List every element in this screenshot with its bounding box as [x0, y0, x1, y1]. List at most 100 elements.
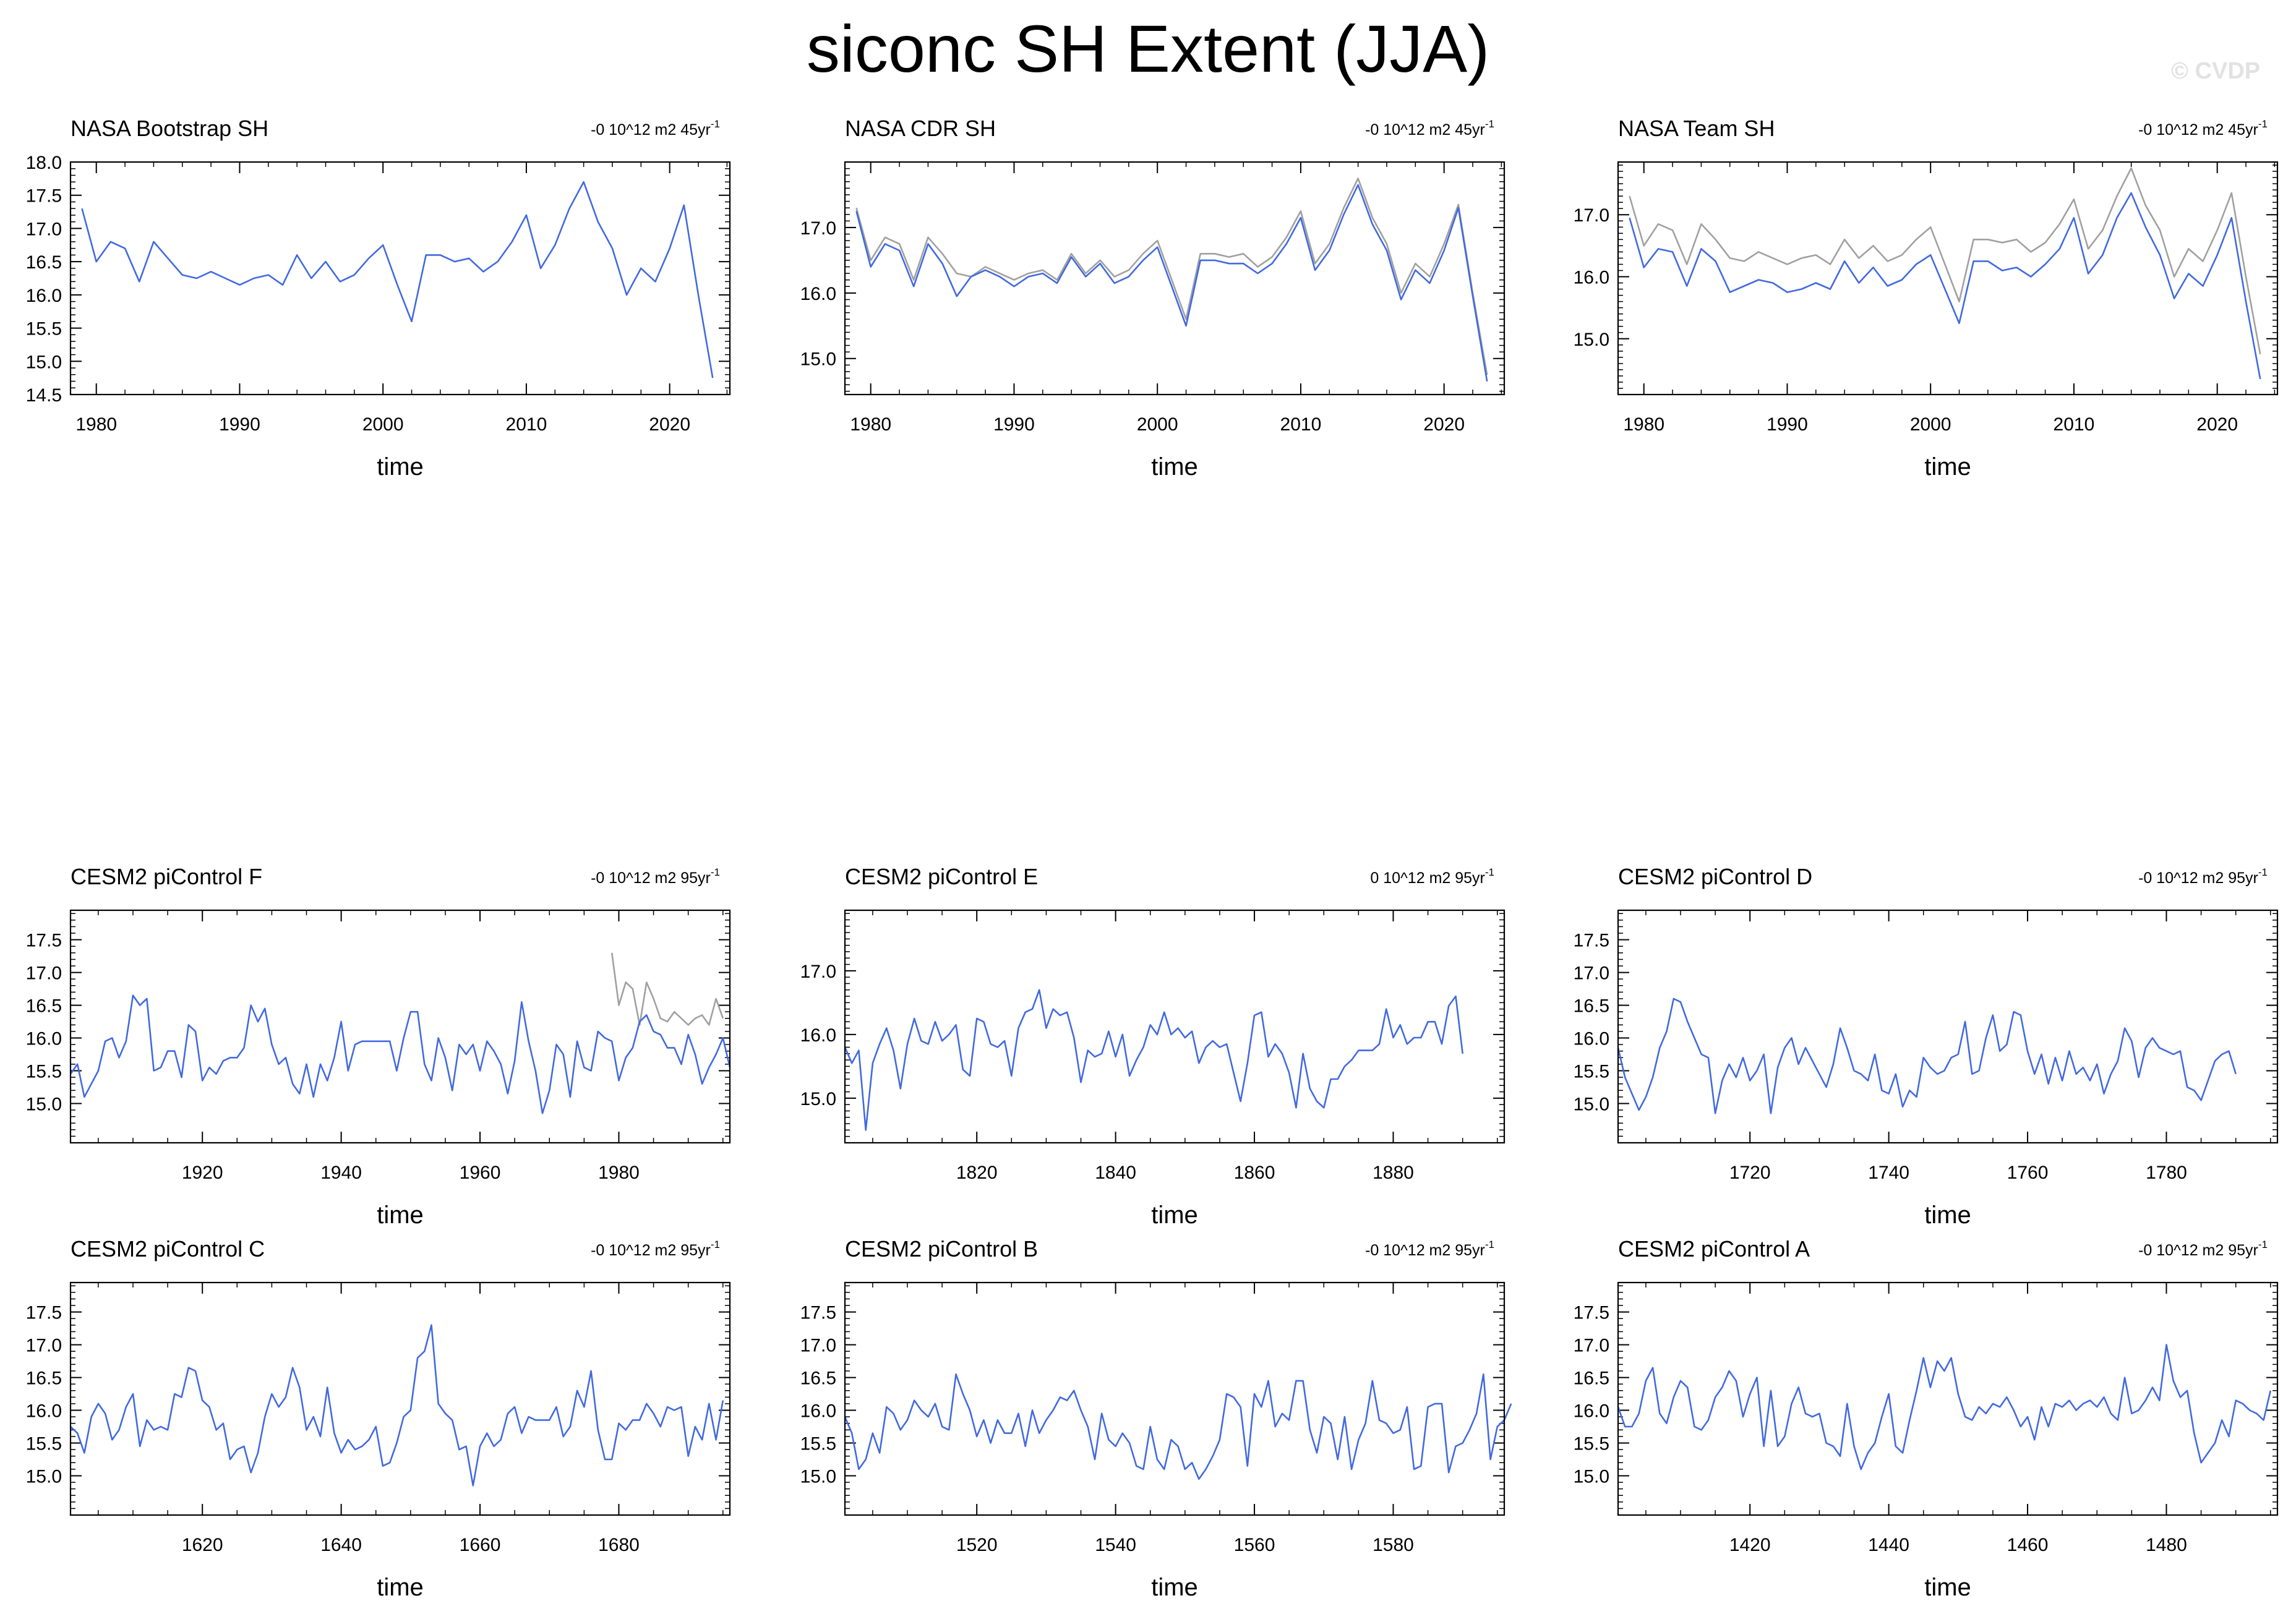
x-tick-label: 1460: [2007, 1535, 2049, 1555]
page-title: siconc SH Extent (JJA): [806, 11, 1490, 86]
y-tick-label: 17.0: [26, 1336, 62, 1356]
y-tick-label: 15.5: [800, 1433, 836, 1454]
chart-panel-8: 1520 1540 1560 1580 15.0 15.5 16.0 16.5 17.0 17.5…: [800, 1236, 1512, 1601]
y-tick-label: 17.0: [1574, 205, 1609, 226]
x-tick-label: 2010: [2054, 414, 2095, 435]
x-axis-label: time: [1924, 1202, 1971, 1229]
x-tick-label: 1580: [1373, 1535, 1414, 1555]
x-tick-label: 1740: [1868, 1163, 1909, 1183]
y-tick-label: 18.0: [26, 153, 62, 173]
y-tick-label: 16.0: [1574, 1401, 1609, 1422]
x-tick-label: 2020: [649, 414, 690, 435]
x-axis-label: time: [1924, 453, 1971, 480]
x-tick-label: 1990: [1767, 414, 1808, 435]
x-tick-label: 1540: [1095, 1535, 1136, 1555]
y-tick-label: 16.0: [26, 286, 62, 306]
x-tick-label: 2010: [1280, 414, 1322, 435]
x-axis-label: time: [377, 1202, 424, 1229]
series-line-1: [81, 181, 714, 378]
panel-title: CESM2 piControl B: [845, 1236, 1038, 1262]
y-tick-label: 16.5: [1574, 1368, 1609, 1389]
chart-panel-4: 1920 1940 1960 1980 15.0 15.5 16.0 16.5 17.0 17.5…: [26, 864, 731, 1229]
chart-panel-9: 1420 1440 1460 1480 15.0 15.5 16.0 16.5 17.0 17.5…: [1574, 1236, 2279, 1601]
x-tick-label: 1990: [993, 414, 1035, 435]
x-axis-label: time: [377, 453, 424, 480]
plot-frame: [1617, 161, 2279, 396]
x-tick-label: 1640: [320, 1535, 362, 1555]
x-tick-label: 1980: [1623, 414, 1664, 435]
y-tick-label: 17.0: [800, 218, 836, 239]
chart-panel-5: 1820 1840 1860 1880 15.0 16.0 17.0 CESM2 piCont…: [800, 864, 1506, 1229]
trend-exponent: -1: [2258, 1239, 2268, 1250]
trend-label: 0 10^12 m2 95yr-1: [1370, 866, 1494, 887]
y-tick-label: 15.5: [26, 319, 62, 339]
x-tick-label: 2010: [506, 414, 547, 435]
y-tick-label: 17.0: [800, 1336, 836, 1356]
y-tick-label: 17.0: [1574, 1336, 1609, 1356]
y-tick-label: 16.5: [26, 1368, 62, 1389]
x-tick-label: 2000: [362, 414, 404, 435]
panel-title: CESM2 piControl F: [71, 864, 262, 889]
x-axis-label: time: [1924, 1574, 1971, 1601]
y-tick-label: 15.0: [26, 1094, 62, 1114]
y-tick-label: 17.0: [26, 963, 62, 984]
panel-title: NASA Team SH: [1618, 116, 1775, 141]
y-tick-label: 14.5: [26, 385, 62, 406]
y-tick-label: 15.5: [1574, 1061, 1609, 1082]
x-axis-label: time: [377, 1574, 424, 1601]
trend-exponent: -1: [1485, 1239, 1494, 1250]
plot-frame: [1617, 909, 2279, 1144]
x-axis-label: time: [1151, 1202, 1198, 1229]
x-tick-label: 1940: [320, 1163, 362, 1183]
trend-label: -0 10^12 m2 95yr-1: [2138, 866, 2268, 887]
trend-exponent: -1: [1485, 118, 1494, 130]
x-tick-label: 1520: [956, 1535, 998, 1555]
x-tick-label: 1960: [460, 1163, 501, 1183]
series-line-1: [844, 989, 1463, 1131]
x-tick-label: 1720: [1729, 1163, 1771, 1183]
series-line-1: [1617, 1344, 2272, 1471]
x-tick-label: 1840: [1095, 1163, 1136, 1183]
series-line-1: [70, 1324, 724, 1487]
panel-title: NASA Bootstrap SH: [71, 116, 268, 141]
x-tick-label: 1420: [1729, 1535, 1771, 1555]
trend-label: -0 10^12 m2 95yr-1: [591, 866, 720, 887]
trend-label: -0 10^12 m2 95yr-1: [591, 1239, 720, 1259]
trend-label: -0 10^12 m2 95yr-1: [1365, 1239, 1494, 1259]
y-tick-label: 17.5: [26, 931, 62, 951]
y-tick-label: 17.5: [26, 186, 62, 207]
x-tick-label: 1680: [598, 1535, 640, 1555]
y-tick-label: 15.0: [800, 1089, 836, 1109]
y-tick-label: 17.0: [1574, 963, 1609, 984]
chart-panel-6: 1720 1740 1760 1780 15.0 15.5 16.0 16.5 17.0 17.5…: [1574, 864, 2279, 1229]
y-tick-label: 17.5: [1574, 931, 1609, 951]
series-line-2: [69, 994, 731, 1114]
x-tick-label: 1480: [2146, 1535, 2187, 1555]
panel-title: NASA CDR SH: [845, 116, 996, 141]
y-tick-label: 16.5: [26, 996, 62, 1017]
panel-title: CESM2 piControl A: [1618, 1236, 1810, 1262]
series-line-1: [855, 177, 1488, 375]
y-tick-label: 17.5: [1574, 1303, 1609, 1323]
trend-label: -0 10^12 m2 95yr-1: [2138, 1239, 2268, 1259]
x-tick-label: 1660: [460, 1535, 501, 1555]
y-tick-label: 15.0: [1574, 1094, 1609, 1114]
plot-frame: [69, 1281, 731, 1516]
y-tick-label: 15.5: [1574, 1433, 1609, 1454]
x-tick-label: 1980: [598, 1163, 640, 1183]
x-tick-label: 1880: [1373, 1163, 1414, 1183]
x-tick-label: 2020: [2196, 414, 2238, 435]
y-tick-label: 15.0: [800, 1466, 836, 1487]
plot-frame: [844, 161, 1506, 396]
y-tick-label: 15.0: [26, 352, 62, 372]
y-tick-label: 17.0: [800, 962, 836, 982]
x-tick-label: 1990: [219, 414, 260, 435]
panel-title: CESM2 piControl E: [845, 864, 1038, 889]
plot-frame: [1617, 1281, 2279, 1516]
plot-frame: [69, 909, 731, 1144]
x-tick-label: 1440: [1868, 1535, 1909, 1555]
chart-panel-7: 1620 1640 1660 1680 15.0 15.5 16.0 16.5 17.0 17.5…: [26, 1236, 731, 1601]
y-tick-label: 17.0: [26, 219, 62, 239]
chart-panel-2: 1980 1990 2000 2010 2020 15.0 16.0 17.0 NASA CDR…: [800, 116, 1506, 480]
